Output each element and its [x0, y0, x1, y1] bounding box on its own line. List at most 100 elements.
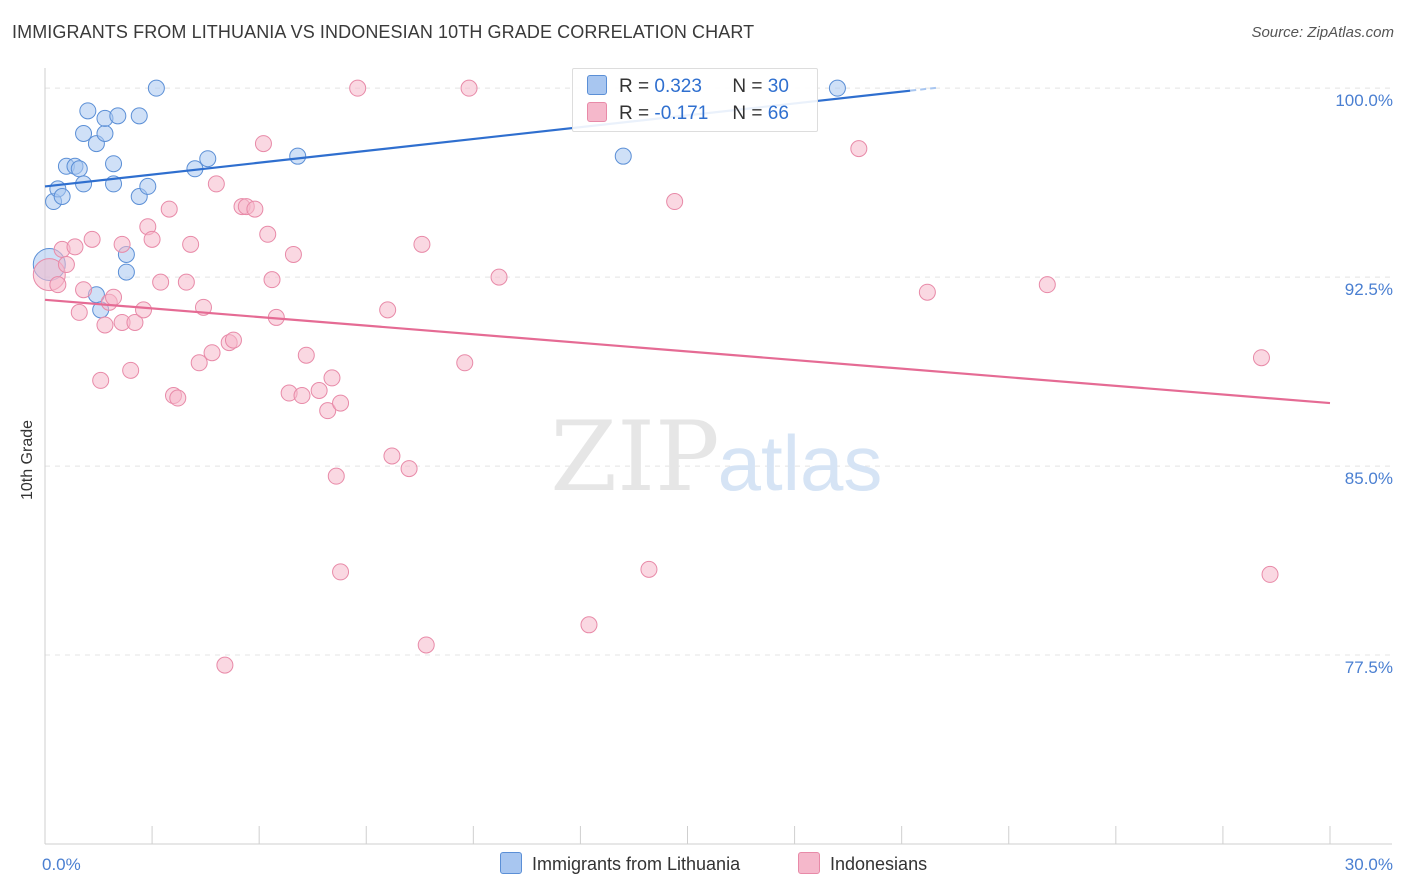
- data-point: [259, 225, 277, 243]
- data-point: [79, 102, 97, 120]
- data-point: [117, 263, 135, 281]
- data-point: [70, 160, 88, 178]
- data-point: [152, 273, 170, 291]
- data-point: [147, 79, 165, 97]
- data-point: [332, 394, 350, 412]
- data-point: [580, 616, 598, 634]
- y-tick-label: 100.0%: [1335, 91, 1393, 110]
- data-point: [83, 230, 101, 248]
- data-point: [254, 135, 272, 153]
- n-value: 30: [767, 76, 789, 97]
- data-point: [130, 107, 148, 125]
- data-point: [49, 276, 67, 294]
- data-point: [460, 79, 478, 97]
- data-point: [289, 147, 307, 165]
- data-point: [349, 79, 367, 97]
- legend-swatch-indonesians: [798, 852, 820, 874]
- data-point: [1261, 565, 1279, 583]
- watermark-atlas: atlas: [718, 419, 883, 507]
- stats-legend-row-indonesians: R = -0.171 N = 66: [587, 102, 789, 126]
- data-point: [490, 268, 508, 286]
- y-axis-title: 10th Grade: [19, 419, 36, 501]
- trend-line: [44, 298, 1331, 405]
- data-point: [70, 303, 88, 321]
- data-point: [53, 187, 71, 205]
- data-point: [109, 107, 127, 125]
- axes: [44, 68, 1392, 845]
- data-point: [666, 193, 684, 211]
- watermark-zip: ZIP: [550, 401, 719, 513]
- legend-swatch-lithuania: [587, 75, 607, 95]
- legend-swatch-indonesians: [587, 102, 607, 122]
- n-value: 66: [767, 103, 789, 124]
- data-point: [284, 245, 302, 263]
- data-point: [122, 361, 140, 379]
- data-point: [182, 235, 200, 253]
- data-point: [456, 354, 474, 372]
- data-point: [207, 175, 225, 193]
- data-point: [828, 79, 846, 97]
- data-point: [310, 381, 328, 399]
- data-point: [216, 656, 234, 674]
- data-point: [75, 175, 93, 193]
- data-point: [160, 200, 178, 218]
- data-point: [57, 256, 75, 274]
- data-point: [105, 155, 123, 173]
- source-label: Source: ZipAtlas.com: [1251, 24, 1394, 41]
- data-point: [323, 369, 341, 387]
- data-point: [379, 301, 397, 319]
- r-label: R =: [619, 76, 650, 97]
- x-tick-label: 30.0%: [1345, 855, 1393, 874]
- r-value: -0.171: [654, 103, 709, 124]
- data-point: [850, 140, 868, 158]
- data-point: [96, 316, 114, 334]
- n-label: N =: [732, 76, 763, 97]
- data-point: [199, 150, 217, 168]
- data-point: [293, 387, 311, 405]
- data-point: [1252, 349, 1270, 367]
- data-point: [614, 147, 632, 165]
- data-point: [332, 563, 350, 581]
- data-point: [297, 346, 315, 364]
- data-point: [1038, 276, 1056, 294]
- data-point: [92, 371, 110, 389]
- stats-legend-row-lithuania: R = 0.323 N = 30: [587, 75, 789, 99]
- data-point: [105, 288, 123, 306]
- stats-legend: R = 0.323 N = 30 R = -0.171 N = 66: [572, 68, 818, 132]
- r-value: 0.323: [654, 76, 702, 97]
- data-point: [126, 313, 144, 331]
- trend-lines: [44, 86, 1331, 405]
- data-point: [327, 467, 345, 485]
- y-tick-label: 77.5%: [1345, 658, 1393, 677]
- grid: [45, 87, 1390, 656]
- data-point: [224, 331, 242, 349]
- data-point: [918, 283, 936, 301]
- chart-title: IMMIGRANTS FROM LITHUANIA VS INDONESIAN …: [12, 22, 755, 42]
- data-point: [400, 460, 418, 478]
- data-point: [113, 235, 131, 253]
- data-point: [169, 389, 187, 407]
- data-point: [75, 281, 93, 299]
- data-point: [246, 200, 264, 218]
- watermark: ZIP atlas: [550, 401, 882, 513]
- data-point: [66, 238, 84, 256]
- data-point: [319, 402, 337, 420]
- data-points: [32, 79, 1279, 674]
- data-point: [190, 354, 208, 372]
- data-point: [383, 447, 401, 465]
- data-point: [263, 271, 281, 289]
- data-point: [143, 230, 161, 248]
- tick-labels: 100.0% 92.5% 85.0% 77.5% 0.0% 30.0%: [42, 91, 1393, 874]
- data-point: [135, 301, 153, 319]
- r-label: R =: [619, 103, 650, 124]
- n-label: N =: [732, 103, 763, 124]
- data-point: [177, 273, 195, 291]
- data-point: [640, 560, 658, 578]
- x-tick-label: 0.0%: [42, 855, 81, 874]
- series-legend-indonesians: Indonesians: [798, 852, 927, 875]
- data-point: [139, 177, 157, 195]
- data-point: [203, 344, 221, 362]
- data-point: [96, 125, 114, 143]
- legend-swatch-lithuania: [500, 852, 522, 874]
